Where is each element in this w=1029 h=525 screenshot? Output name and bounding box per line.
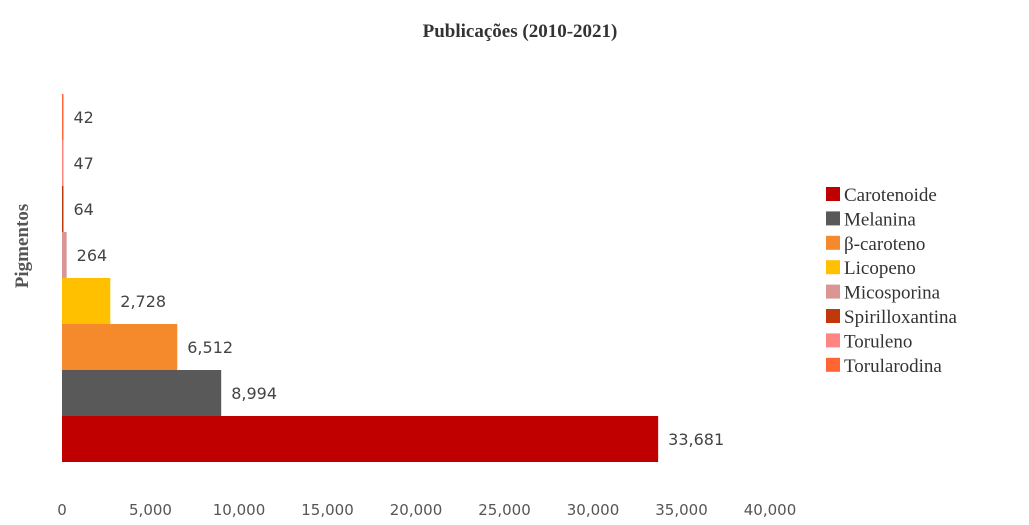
x-tick-label: 10,000 [213, 501, 266, 519]
bar--caroteno [62, 324, 178, 370]
bar-value-label: 2,728 [120, 292, 166, 311]
legend-swatch [826, 211, 840, 226]
bar-value-label: 42 [74, 108, 94, 127]
bar-value-label: 64 [74, 200, 94, 219]
legend-label: Toruleno [844, 331, 912, 352]
legend-label: Torularodina [844, 356, 942, 377]
legend-label: Licopeno [844, 258, 916, 279]
x-tick-label: 15,000 [301, 501, 354, 519]
bar-carotenoide [62, 416, 659, 462]
legend-swatch [826, 309, 840, 323]
x-tick-label: 40,000 [744, 501, 797, 519]
bar-toruleno [62, 140, 64, 186]
x-tick-label: 0 [57, 501, 67, 519]
legend-swatch [826, 187, 840, 201]
x-tick-labels-group: 0 5,000 10,000 15,000 20,000 25,000 30,000 35,0… [57, 501, 796, 519]
bars-group [62, 94, 659, 462]
value-labels-group: 33,681 8,994 6,512 2,728 264 64 47 42 [74, 108, 725, 449]
bar-value-label: 47 [74, 154, 94, 173]
bar-melanina [62, 370, 222, 416]
legend-label: Carotenoide [844, 185, 937, 206]
bar-licopeno [62, 278, 111, 324]
bar-micosporina [62, 232, 67, 278]
x-tick-label: 30,000 [567, 501, 620, 519]
bar-value-label: 264 [77, 246, 108, 265]
legend-swatch [826, 260, 840, 275]
legend-swatch [826, 333, 840, 348]
x-tick-label: 20,000 [390, 501, 443, 519]
legend-label: Melanina [844, 209, 916, 230]
legend-swatch [826, 235, 840, 250]
y-axis-label: Pigmentos [12, 204, 33, 288]
legend-swatch [826, 357, 840, 372]
bar-spirilloxantina [62, 186, 64, 232]
legend-label: Micosporina [844, 283, 941, 304]
chart-title: Publicações (2010-2021) [423, 21, 618, 42]
bar-value-label: 8,994 [231, 384, 277, 403]
bar-value-label: 33,681 [668, 430, 724, 449]
legend: Carotenoide Melanina β-caroteno Licopeno Mic… [826, 185, 958, 377]
bar-torularodina [62, 94, 64, 140]
legend-swatch [826, 284, 840, 299]
bar-value-label: 6,512 [187, 338, 233, 357]
legend-label: β-caroteno [844, 234, 925, 255]
legend-label: Spirilloxantina [844, 307, 958, 328]
x-tick-label: 25,000 [478, 501, 531, 519]
x-tick-label: 5,000 [129, 501, 172, 519]
x-tick-label: 35,000 [655, 501, 708, 519]
